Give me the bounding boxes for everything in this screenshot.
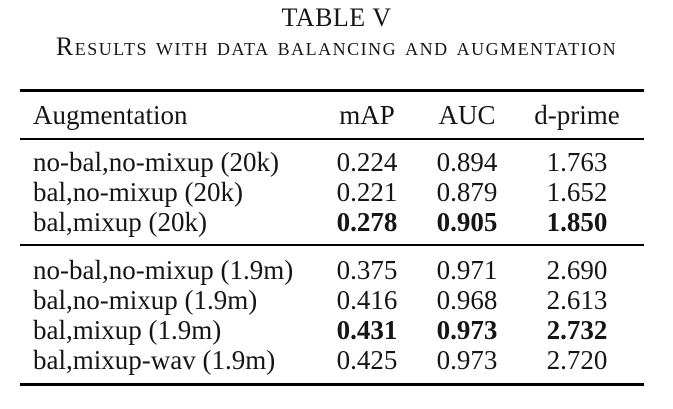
map-value: 0.278 — [336, 207, 398, 237]
table-header-row: Augmentation mAP AUC d-prime — [20, 92, 644, 138]
map-value: 0.431 — [336, 315, 398, 345]
row-label: bal,no-mixup (1.9m) — [33, 285, 258, 315]
row-label: no-bal,no-mixup (20k) — [33, 147, 279, 177]
column-header-dprime: d-prime — [534, 100, 620, 130]
rule-top — [20, 89, 644, 92]
table-row: no-bal,no-mixup (20k) 0.224 0.894 1.763 — [20, 147, 644, 177]
table-group-1-9m: no-bal,no-mixup (1.9m) 0.375 0.971 2.690… — [20, 246, 644, 383]
column-header-map: mAP — [339, 100, 395, 130]
map-value: 0.375 — [336, 255, 398, 285]
table-number: TABLE V — [281, 3, 392, 32]
auc-value: 0.971 — [436, 255, 498, 285]
auc-value: 0.894 — [436, 147, 498, 177]
map-value: 0.425 — [336, 345, 398, 375]
dprime-value: 2.690 — [546, 255, 608, 285]
auc-value: 0.968 — [436, 285, 498, 315]
table-group-20k: no-bal,no-mixup (20k) 0.224 0.894 1.763 … — [20, 140, 644, 244]
dprime-value: 2.613 — [546, 285, 608, 315]
auc-value: 0.905 — [436, 207, 498, 237]
row-label: no-bal,no-mixup (1.9m) — [33, 255, 294, 285]
auc-value: 0.973 — [436, 315, 498, 345]
rule-bottom — [20, 383, 644, 386]
row-label: bal,mixup (20k) — [33, 207, 207, 237]
dprime-value: 2.732 — [546, 315, 608, 345]
row-label: bal,mixup-wav (1.9m) — [33, 345, 276, 375]
table-title: Results with data balancing and augmenta… — [55, 32, 618, 61]
dprime-value: 1.850 — [546, 207, 608, 237]
row-label: bal,no-mixup (20k) — [33, 177, 243, 207]
rule-between-groups — [20, 244, 644, 246]
dprime-value: 1.763 — [546, 147, 608, 177]
map-value: 0.416 — [336, 285, 398, 315]
auc-value: 0.879 — [436, 177, 498, 207]
row-label: bal,mixup (1.9m) — [33, 315, 222, 345]
table-row: no-bal,no-mixup (1.9m) 0.375 0.971 2.690 — [20, 255, 644, 285]
map-value: 0.224 — [336, 147, 398, 177]
table-row: bal,no-mixup (20k) 0.221 0.879 1.652 — [20, 177, 644, 207]
table-row-best: bal,mixup (20k) 0.278 0.905 1.850 — [20, 207, 644, 237]
dprime-value: 2.720 — [546, 345, 608, 375]
column-header-augmentation: Augmentation — [33, 100, 188, 130]
auc-value: 0.973 — [436, 345, 498, 375]
table-row-best: bal,mixup (1.9m) 0.431 0.973 2.732 — [20, 315, 644, 345]
dprime-value: 1.652 — [546, 177, 608, 207]
table-caption: TABLE V Results with data balancing and … — [0, 0, 673, 61]
table-row: bal,no-mixup (1.9m) 0.416 0.968 2.613 — [20, 285, 644, 315]
column-header-auc: AUC — [438, 100, 496, 130]
results-table: Augmentation mAP AUC d-prime no-bal,no-m… — [20, 89, 644, 386]
table-row: bal,mixup-wav (1.9m) 0.425 0.973 2.720 — [20, 345, 644, 375]
map-value: 0.221 — [336, 177, 398, 207]
rule-below-header — [20, 138, 644, 140]
